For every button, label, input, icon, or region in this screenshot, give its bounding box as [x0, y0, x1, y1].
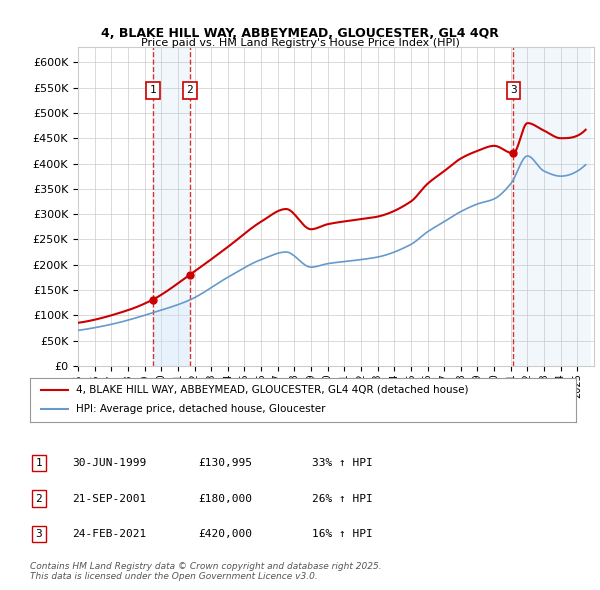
Text: HPI: Average price, detached house, Gloucester: HPI: Average price, detached house, Glou…: [76, 405, 326, 414]
Text: 16% ↑ HPI: 16% ↑ HPI: [312, 529, 373, 539]
Text: 4, BLAKE HILL WAY, ABBEYMEAD, GLOUCESTER, GL4 4QR (detached house): 4, BLAKE HILL WAY, ABBEYMEAD, GLOUCESTER…: [76, 385, 469, 395]
Text: 3: 3: [35, 529, 43, 539]
Text: 21-SEP-2001: 21-SEP-2001: [72, 494, 146, 503]
Text: £130,995: £130,995: [198, 458, 252, 468]
Text: 26% ↑ HPI: 26% ↑ HPI: [312, 494, 373, 503]
Text: 24-FEB-2021: 24-FEB-2021: [72, 529, 146, 539]
Text: 33% ↑ HPI: 33% ↑ HPI: [312, 458, 373, 468]
Text: 1: 1: [149, 85, 156, 95]
Text: Contains HM Land Registry data © Crown copyright and database right 2025.
This d: Contains HM Land Registry data © Crown c…: [30, 562, 382, 581]
Text: £420,000: £420,000: [198, 529, 252, 539]
Text: Price paid vs. HM Land Registry's House Price Index (HPI): Price paid vs. HM Land Registry's House …: [140, 38, 460, 48]
Text: 2: 2: [35, 494, 43, 503]
Text: 1: 1: [35, 458, 43, 468]
Text: £180,000: £180,000: [198, 494, 252, 503]
Text: 30-JUN-1999: 30-JUN-1999: [72, 458, 146, 468]
Text: 2: 2: [187, 85, 193, 95]
Text: 3: 3: [510, 85, 517, 95]
Text: 4, BLAKE HILL WAY, ABBEYMEAD, GLOUCESTER, GL4 4QR: 4, BLAKE HILL WAY, ABBEYMEAD, GLOUCESTER…: [101, 27, 499, 40]
